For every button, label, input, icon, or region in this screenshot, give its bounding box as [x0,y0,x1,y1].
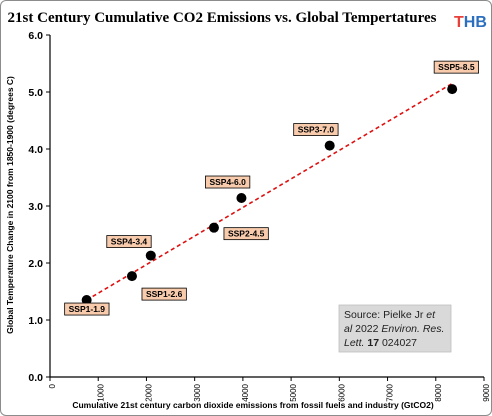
x-axis-title: Cumulative 21st century carbon dioxide e… [72,400,433,410]
svg-text:Source: Pielke Jr et: Source: Pielke Jr et [344,309,436,321]
point-label: SSP4-6.0 [205,175,251,189]
point-label: SSP4-3.4 [106,235,152,248]
y-tick-label: 5.0 [28,87,43,99]
x-tick-label: 8000 [434,383,443,401]
svg-text:Lett. 17 024027: Lett. 17 024027 [344,337,417,349]
point-label: SSP5-8.5 [433,60,479,74]
point-label-text: SSP3-7.0 [298,125,335,135]
y-tick-label: 0.0 [28,372,43,384]
data-point [126,271,137,282]
y-tick-label: 3.0 [28,201,43,213]
svg-text:THB: THB [454,14,487,31]
data-point [236,193,247,204]
x-tick-label: 2000 [145,383,154,401]
x-tick-label: 7000 [386,383,395,401]
point-label-box [293,123,339,136]
data-point [208,222,219,233]
source-annotation: Source: Pielke Jr et al 2022 Environ. Re… [338,304,452,353]
trendline [86,82,453,301]
trendline-segment [86,82,453,301]
chart-title: 21st Century Cumulative CO2 Emissions vs… [8,10,437,26]
data-point [447,84,458,95]
point-label: SSP1-1.9 [64,302,110,316]
point-label-box [223,227,269,241]
y-tick-label: 2.0 [28,258,43,270]
point-label: SSP1-2.6 [141,287,187,301]
x-tick-label: 6000 [337,383,346,401]
logo-hb: HB [464,14,487,31]
point-label: SSP2-4.5 [223,227,269,241]
point-label-text: SSP1-1.9 [69,304,106,314]
y-tick-label: 1.0 [28,315,43,327]
data-point [324,140,335,151]
y-tick-label: 6.0 [28,30,43,42]
svg-text:al 2022 Environ. Res.: al 2022 Environ. Res. [344,323,444,335]
source-box [338,304,452,353]
point-label: SSP3-7.0 [293,123,339,136]
point-label-box [205,175,251,189]
x-tick-label: 5000 [289,383,298,401]
point-label-text: SSP4-6.0 [209,177,246,187]
point-labels: SSP1-1.9 SSP1-2.6 SSP4-3.4 SSP2-4.5 SSP4-6.0… [64,60,479,316]
point-label-box [106,235,152,248]
data-point [81,295,92,306]
point-label-text: SSP4-3.4 [111,237,148,247]
y-tick-label: 4.0 [28,144,43,156]
point-label-text: SSP5-8.5 [438,62,475,72]
point-label-box [433,60,479,74]
point-label-text: SSP2-4.5 [228,229,265,239]
logo-t: T [454,14,464,31]
point-label-box [64,302,110,316]
point-label-box [141,287,187,301]
x-tick-label: 4000 [241,383,250,401]
x-tick-label: 3000 [193,383,202,401]
data-point [145,250,156,261]
thb-logo: THB [454,14,487,31]
point-label-text: SSP1-2.6 [146,289,183,299]
x-tick-label: 9000 [482,383,491,401]
axes: 0.0 1.0 2.0 3.0 4.0 5.0 6.0 0 1000 2000 3000 4000 50… [28,30,491,402]
data-points [81,84,458,306]
x-tick-label: 0 [48,383,57,388]
y-axis-title: Global Temperature Change in 2100 from 1… [5,76,15,334]
x-tick-label: 1000 [96,383,105,401]
